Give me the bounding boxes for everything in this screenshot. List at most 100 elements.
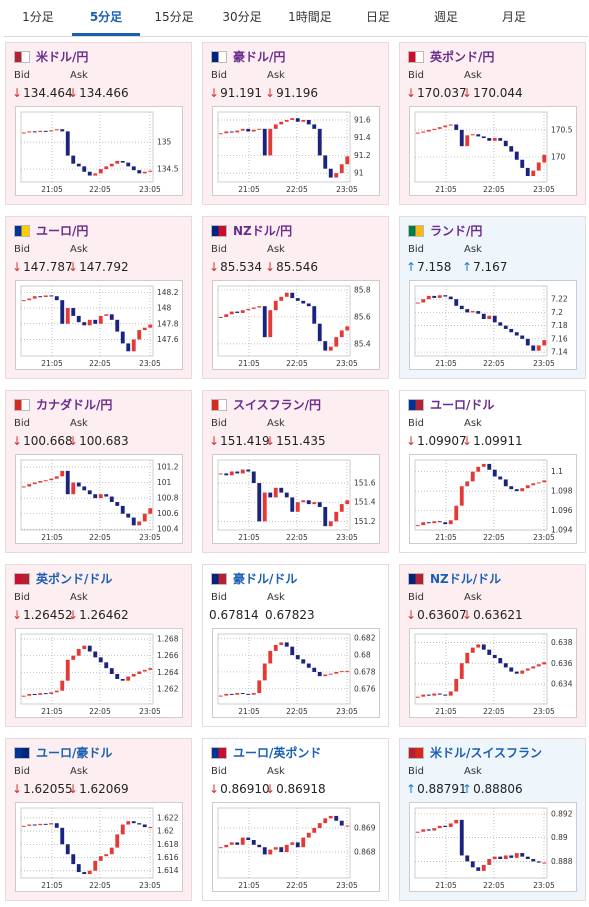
- pair-name: 英ポンド/ドル: [36, 572, 113, 586]
- candle: [257, 483, 262, 522]
- tab[interactable]: 週足: [433, 10, 458, 24]
- rate-card[interactable]: 豪ドル/円 Bid Ask ↓91.191 ↓91.196 91.6 91.4 91.2 91 2…: [202, 42, 389, 205]
- chart-frame: [15, 802, 183, 892]
- mini-chart: 151.6 151.4 151.2 21:05 22:05 23:05: [212, 454, 380, 544]
- rate-card[interactable]: ユーロ/ドル Bid Ask ↓1.09907 ↓1.09911 1.1 1.098 1.09…: [399, 390, 586, 553]
- rate-card[interactable]: 豪ドル/ドル Bid Ask 0.67814 0.67823 0.682 0.68 0.678…: [202, 564, 389, 727]
- candle: [279, 487, 284, 493]
- candle: [82, 322, 87, 326]
- candle: [345, 326, 350, 331]
- candle: [93, 860, 98, 871]
- x-tick-label: 23:05: [336, 533, 358, 542]
- candle: [509, 486, 514, 490]
- candle: [334, 173, 339, 178]
- mini-chart: 85.8 85.6 85.4 21:05 22:05 23:05: [212, 280, 380, 370]
- rate-card[interactable]: ユーロ/豪ドル Bid Ask ↓1.62055 ↓1.62069 1.622 1.62 1.…: [5, 738, 192, 901]
- candle: [284, 119, 289, 122]
- x-tick-label: 21:05: [435, 533, 457, 542]
- candle: [459, 819, 464, 856]
- x-tick-label: 22:05: [286, 359, 308, 368]
- candle: [229, 693, 234, 695]
- tab[interactable]: 30分足: [222, 10, 262, 24]
- rate-card[interactable]: ランド/円 Bid Ask ↑7.158 ↑7.167 7.22 7.2 7.18 7.16 7.…: [399, 216, 586, 379]
- tab[interactable]: 日足: [365, 10, 390, 24]
- candle: [443, 825, 448, 827]
- bid-number: 100.668: [23, 434, 73, 448]
- chart-frame: [212, 628, 380, 718]
- pair-name: ランド/円: [430, 224, 483, 238]
- rate-card[interactable]: カナダドル/円 Bid Ask ↓100.668 ↓100.683 101.2 101 100…: [5, 390, 192, 553]
- tab[interactable]: 15分足: [154, 10, 194, 24]
- rate-card[interactable]: NZドル/円 Bid Ask ↓85.534 ↓85.546 85.8 85.6 85.4 21…: [202, 216, 389, 379]
- candle: [531, 170, 536, 177]
- candle: [312, 502, 317, 505]
- ask-label: Ask: [464, 70, 482, 81]
- tab[interactable]: 月足: [501, 10, 526, 24]
- x-tick-label: 21:05: [238, 533, 260, 542]
- rate-card[interactable]: 英ポンド/ドル Bid Ask ↓1.26452 ↓1.26462 1.268 1.266 1…: [5, 564, 192, 727]
- candle: [520, 335, 525, 339]
- tab[interactable]: 1分足: [22, 10, 54, 24]
- rate-card[interactable]: ユーロ/英ポンド Bid Ask ↓0.86910 ↓0.86918 0.869 0.868…: [202, 738, 389, 901]
- candle: [104, 854, 109, 857]
- candle: [268, 650, 273, 664]
- bid-label: Bid: [211, 766, 227, 777]
- bid-number: 1.62055: [23, 782, 73, 796]
- mini-chart: 7.22 7.2 7.18 7.16 7.14 21:05 22:05 23:05: [409, 280, 577, 370]
- candle: [224, 844, 229, 848]
- y-tick-label: 0.634: [551, 680, 573, 689]
- trend-arrow: ↓: [68, 86, 79, 100]
- plot-border: [217, 633, 351, 705]
- candle: [312, 124, 317, 129]
- rate-card[interactable]: 米ドル/スイスフラン Bid Ask ↑0.88791 ↑0.88806 0.892 0.8…: [399, 738, 586, 901]
- bid-number: 0.86910: [220, 782, 270, 796]
- rate-card[interactable]: NZドル/ドル Bid Ask ↓0.63607 ↓0.63621 0.638 0.636 0…: [399, 564, 586, 727]
- candle: [43, 130, 48, 132]
- candle: [437, 693, 442, 695]
- x-tick-label: 23:05: [139, 185, 161, 194]
- candle: [312, 827, 317, 833]
- candle: [87, 645, 92, 652]
- candle: [306, 500, 311, 505]
- ask-number: 147.792: [79, 260, 129, 274]
- candle: [43, 295, 48, 298]
- ask-value: 0.67823: [265, 608, 315, 622]
- ask-value: ↓100.683: [68, 434, 129, 448]
- candle: [481, 644, 486, 650]
- rate-card[interactable]: スイスフラン/円 Bid Ask ↓151.419 ↓151.435 151.6 151.4…: [202, 390, 389, 553]
- rate-card[interactable]: ユーロ/円 Bid Ask ↓147.787 ↓147.792 148.2 148 147.8…: [5, 216, 192, 379]
- ask-value: ↑7.167: [462, 260, 507, 274]
- y-tick-label: 100.8: [157, 494, 179, 503]
- flag: [211, 225, 227, 237]
- candle: [251, 129, 256, 132]
- candle: [520, 853, 525, 857]
- pair-name: ユーロ/豪ドル: [36, 746, 113, 760]
- x-tick-label: 23:05: [533, 359, 555, 368]
- bid-value: ↓91.191: [209, 86, 262, 100]
- plot-border: [217, 459, 351, 531]
- x-tick-label: 22:05: [89, 533, 111, 542]
- y-tick-label: 0.89: [551, 833, 568, 842]
- rate-card[interactable]: 米ドル/円 Bid Ask ↓134.464 ↓134.466 135 134.5 21:05…: [5, 42, 192, 205]
- x-tick-label: 22:05: [483, 881, 505, 890]
- trend-arrow: ↓: [209, 260, 220, 274]
- candle: [421, 131, 426, 133]
- tab[interactable]: 5分足: [72, 0, 140, 36]
- candle: [93, 319, 98, 324]
- rate-card[interactable]: 英ポンド/円 Bid Ask ↓170.037 ↓170.044 170.5 170 21:0…: [399, 42, 586, 205]
- candle: [301, 659, 306, 664]
- x-tick-label: 22:05: [483, 707, 505, 716]
- candle: [115, 674, 120, 679]
- candle: [432, 128, 437, 130]
- candle: [437, 825, 442, 829]
- candle: [21, 132, 26, 134]
- pair-name: 豪ドル/ドル: [233, 572, 298, 586]
- candle: [126, 343, 131, 352]
- trend-arrow: ↑: [406, 782, 417, 796]
- tab[interactable]: 1時間足: [288, 10, 332, 24]
- candle: [93, 651, 98, 658]
- bid-label: Bid: [408, 592, 424, 603]
- candle: [476, 311, 481, 314]
- mini-chart: 170.5 170 21:05 22:05 23:05: [409, 106, 577, 196]
- candle: [525, 338, 530, 346]
